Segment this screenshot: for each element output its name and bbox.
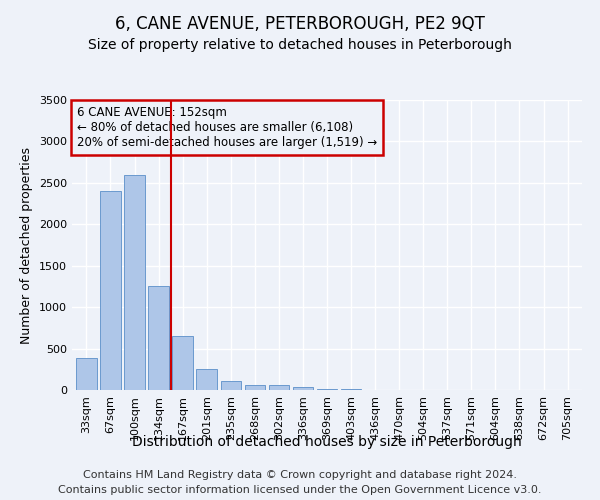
Bar [221, 381, 241, 390]
Bar [124, 174, 145, 390]
Bar [341, 389, 361, 390]
Text: Distribution of detached houses by size in Peterborough: Distribution of detached houses by size … [132, 435, 522, 449]
Bar [269, 385, 289, 390]
Bar [196, 370, 217, 390]
Text: Contains public sector information licensed under the Open Government Licence v3: Contains public sector information licen… [58, 485, 542, 495]
Bar [317, 389, 337, 390]
Bar [245, 385, 265, 390]
Bar [172, 336, 193, 390]
Bar [100, 191, 121, 390]
Y-axis label: Number of detached properties: Number of detached properties [20, 146, 34, 344]
Bar [148, 286, 169, 390]
Bar [76, 358, 97, 390]
Text: 6, CANE AVENUE, PETERBOROUGH, PE2 9QT: 6, CANE AVENUE, PETERBOROUGH, PE2 9QT [115, 15, 485, 33]
Text: Contains HM Land Registry data © Crown copyright and database right 2024.: Contains HM Land Registry data © Crown c… [83, 470, 517, 480]
Bar [293, 386, 313, 390]
Text: Size of property relative to detached houses in Peterborough: Size of property relative to detached ho… [88, 38, 512, 52]
Text: 6 CANE AVENUE: 152sqm
← 80% of detached houses are smaller (6,108)
20% of semi-d: 6 CANE AVENUE: 152sqm ← 80% of detached … [77, 106, 377, 149]
